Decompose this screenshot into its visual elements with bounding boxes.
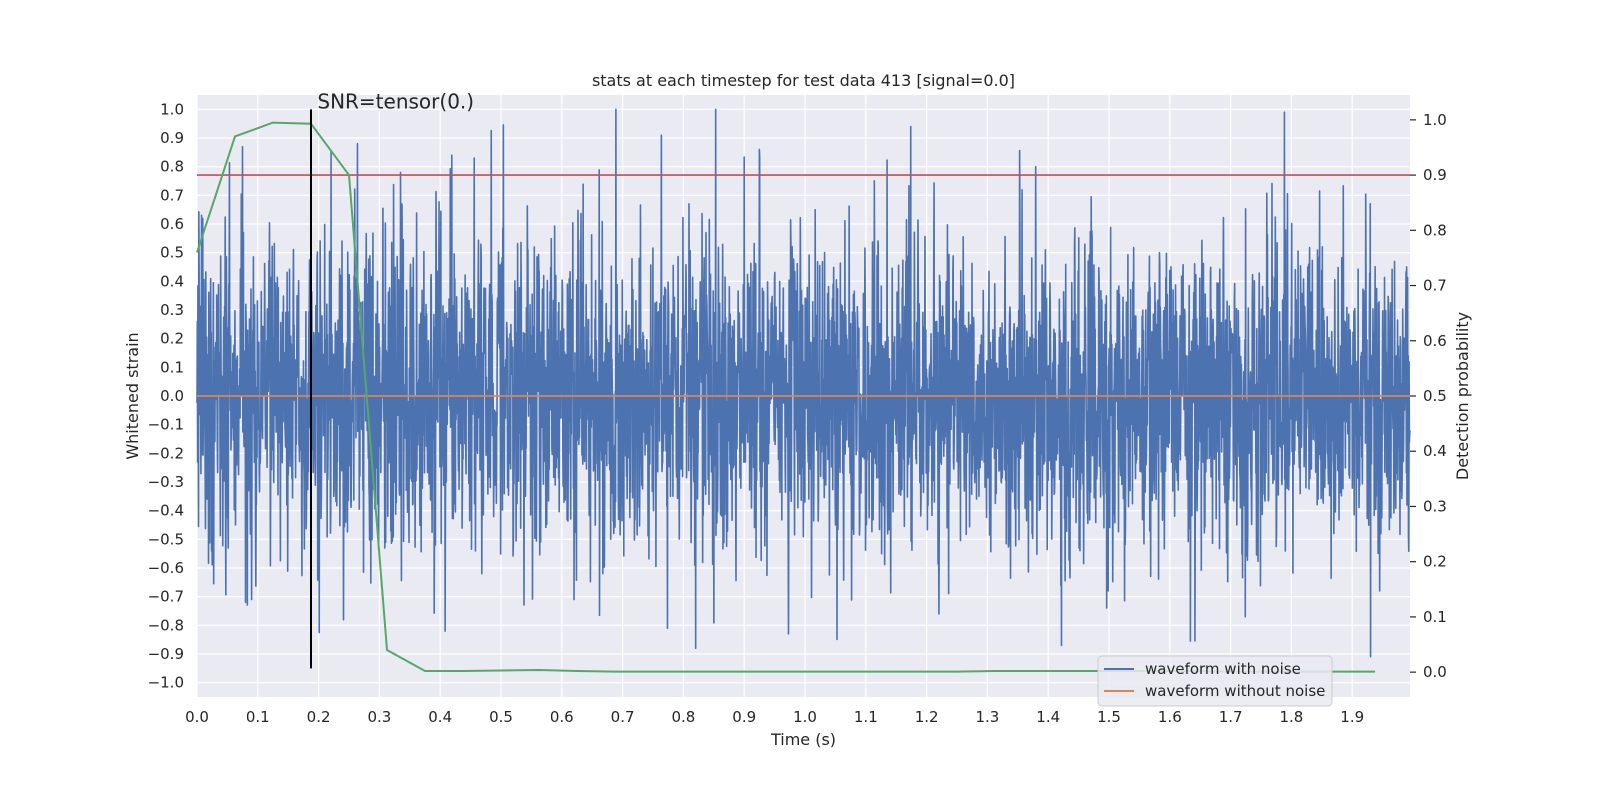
legend-label-clean: waveform without noise [1145, 682, 1325, 700]
x-tick-label: 1.6 [1158, 708, 1182, 726]
y2-tick-label: 0.6 [1423, 332, 1447, 350]
y-tick-label: 0.3 [160, 301, 184, 319]
tick-labels-group: 0.0 0.1 0.2 0.3 0.4 0.5 0.6 0.7 0.8 0.9 1.0 1.1 1.2 1… [148, 100, 1447, 726]
x-tick-label: 1.1 [854, 708, 878, 726]
x-tick-label: 1.0 [793, 708, 817, 726]
y-tick-label: 0.9 [160, 129, 184, 147]
y2-tick-label: 0.0 [1423, 663, 1447, 681]
y2-tick-label: 0.4 [1423, 442, 1447, 460]
y-tick-label: −0.2 [148, 444, 184, 462]
y-tick-label: 0.0 [160, 387, 184, 405]
series-waveform-with-noise [196, 108, 1411, 658]
y2-tick-label: 1.0 [1423, 111, 1447, 129]
x-tick-label: 0.2 [307, 708, 331, 726]
y-tick-label: 0.5 [160, 244, 184, 262]
x-tick-label: 0.4 [428, 708, 452, 726]
y-tick-label: −0.9 [148, 645, 184, 663]
y-axis-label: Whitened strain [123, 332, 142, 459]
x-tick-label: 1.3 [975, 708, 999, 726]
legend-box [1097, 655, 1333, 707]
y-tick-label: −0.6 [148, 559, 184, 577]
y-tick-label: −0.8 [148, 616, 184, 634]
y-tick-label: 1.0 [160, 100, 184, 118]
x-tick-label: 0.3 [367, 708, 391, 726]
y-tick-label: −0.1 [148, 416, 184, 434]
y-tick-label: −0.5 [148, 530, 184, 548]
y-tick-label: −0.4 [148, 502, 184, 520]
x-tick-label: 1.8 [1280, 708, 1304, 726]
x-tick-label: 0.9 [732, 708, 756, 726]
x-tick-label: 1.9 [1340, 708, 1364, 726]
y2-tick-label: 0.3 [1423, 497, 1447, 515]
legend-label-noise: waveform with noise [1145, 660, 1301, 678]
y-tick-label: 0.1 [160, 358, 184, 376]
x-axis-label: Time (s) [770, 730, 836, 749]
x-tick-label: 0.1 [246, 708, 270, 726]
y2-tick-label: 0.8 [1423, 221, 1447, 239]
x-tick-label: 0.0 [185, 708, 209, 726]
y-tick-label: −0.7 [148, 588, 184, 606]
y2-tick-label: 0.5 [1423, 387, 1447, 405]
y2-axis-label: Detection probability [1453, 312, 1472, 480]
y-tick-label: 0.8 [160, 158, 184, 176]
x-tick-label: 0.5 [489, 708, 513, 726]
y-tick-label: 0.7 [160, 186, 184, 204]
y2-tick-label: 0.2 [1423, 553, 1447, 571]
chart-title: stats at each timestep for test data 413… [592, 71, 1015, 90]
y-tick-label: 0.4 [160, 272, 184, 290]
noisy-waveform-group [196, 108, 1411, 658]
snr-annotation: SNR=tensor(0.) [317, 89, 474, 113]
y-tick-label: 0.2 [160, 330, 184, 348]
y2-tick-label: 0.9 [1423, 166, 1447, 184]
x-tick-label: 1.2 [915, 708, 939, 726]
y-tick-label: 0.6 [160, 215, 184, 233]
x-tick-label: 0.6 [550, 708, 574, 726]
x-tick-label: 0.8 [671, 708, 695, 726]
legend: waveform with noise waveform without noi… [1097, 655, 1333, 707]
y-tick-label: −1.0 [148, 674, 184, 692]
y2-tick-label: 0.1 [1423, 608, 1447, 626]
y2-tick-label: 0.7 [1423, 277, 1447, 295]
y-tick-label: −0.3 [148, 473, 184, 491]
x-tick-label: 1.7 [1219, 708, 1243, 726]
x-tick-label: 1.5 [1097, 708, 1121, 726]
x-tick-label: 1.4 [1036, 708, 1060, 726]
x-tick-label: 0.7 [611, 708, 635, 726]
